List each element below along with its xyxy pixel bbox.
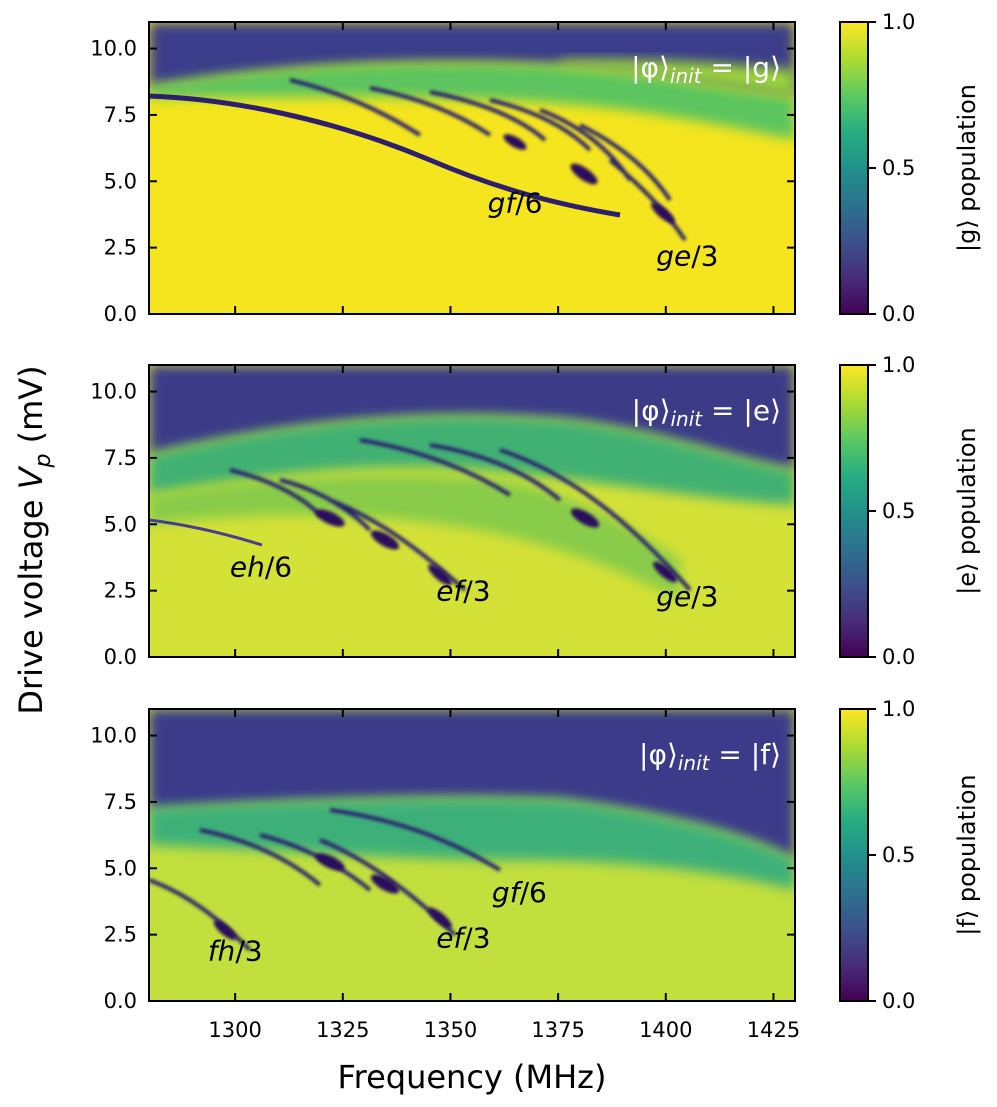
colorbar-tick-label-2-2: 1.0 [882,353,915,377]
resonance-dips-1 [503,134,675,224]
middle-band-2 [149,416,795,505]
transition-label-2-ge: ge/3 [656,580,718,613]
resonance-dips-3 [213,853,452,940]
resonance-dips-2 [315,508,677,586]
colorbar-2 [839,364,869,658]
y-tick-label-2-1: 2.5 [104,579,137,603]
x-tick-label-5: 1425 [747,1018,800,1042]
y-tick-label-2-3: 7.5 [104,446,137,470]
y-tick-label-1-1: 2.5 [104,236,137,260]
state-label-3: |φ⟩init = |f⟩ [639,738,781,775]
colorbar-tick-label-1-1: 0.5 [882,156,915,180]
colorbar-tick-label-1-2: 1.0 [882,10,915,34]
x-tick-label-1: 1325 [316,1018,369,1042]
colorbar-tick-label-2-1: 0.5 [882,499,915,523]
ionization-region-2 [149,365,795,470]
transition-label-2-eh: eh/6 [230,551,292,584]
colorbar-tick-label-3-2: 1.0 [882,697,915,721]
x-tick-label-2: 1350 [424,1018,477,1042]
state-label-2: |φ⟩init = |e⟩ [632,394,781,431]
colorbar-tick-label-3-1: 0.5 [882,843,915,867]
y-tick-label-2-2: 5.0 [104,512,137,536]
transition-label-3-gf: gf/6 [492,876,547,909]
y-tick-label-1-2: 5.0 [104,169,137,193]
ionization-region-3 [149,709,795,860]
y-tick-label-1-4: 10.0 [90,37,137,61]
y-tick-label-3-3: 7.5 [104,790,137,814]
y-tick-label-1-0: 0.0 [104,302,137,326]
transition-label-1-ge: ge/3 [656,240,718,273]
x-axis-title: Frequency (MHz) [338,1058,607,1096]
x-tick-label-4: 1400 [639,1018,692,1042]
y-axis-title: Drive voltage Vp (mV) [12,365,56,714]
resonance-lines-2 [229,438,692,592]
frame-1 [148,21,796,315]
colorbars: 0.0 0.5 1.0 |g⟩ population 0.0 0.5 1.0 |e⟩ popu… [839,10,981,1013]
ionization-region-1 [149,22,795,96]
transition-label-3-ef: ef/3 [436,921,490,954]
x-tick-label-0: 1300 [208,1018,261,1042]
frame-2 [148,364,796,658]
y-tick-label-2-4: 10.0 [90,380,137,404]
heatmap-1 [149,22,795,314]
colorbar-tick-label-3-0: 0.0 [882,989,915,1013]
panel-1 [148,21,796,315]
boundary-line-2 [149,518,263,547]
annotations: |φ⟩init = |g⟩ gf/6 ge/3 |φ⟩init = |e⟩ eh/6 ef… [208,51,781,968]
y-tick-label-3-4: 10.0 [90,724,137,748]
transition-label-3-fh: fh/3 [208,935,263,968]
colorbar-title-1: |g⟩ population [953,84,981,252]
heatmap-2 [149,365,795,657]
y-tick-label-3-1: 2.5 [104,923,137,947]
y-tick-label-2-0: 0.0 [104,645,137,669]
axis-ticks [149,22,795,1002]
colorbar-title-2: |e⟩ population [953,427,981,595]
heatmap-3 [149,709,795,1001]
colorbar-tick-label-1-0: 0.0 [882,302,915,326]
upper-band-1 [149,63,795,140]
frame-3 [148,708,796,1002]
bright-upper-right-1 [560,59,795,96]
y-tick-label-1-3: 7.5 [104,103,137,127]
panel-3 [148,708,796,1002]
lower-band-2 [149,475,680,600]
panel-2 [148,364,796,658]
state-label-1: |φ⟩init = |g⟩ [631,51,781,88]
colorbar-title-3: |f⟩ population [953,774,981,935]
transition-label-1-gf: gf/6 [488,187,543,220]
colorbar-3 [839,708,869,1002]
colorbar-tick-label-2-0: 0.0 [882,645,915,669]
boundary-line-1 [149,93,621,218]
resonance-lines-1 [289,78,687,242]
y-tick-label-3-2: 5.0 [104,856,137,880]
x-tick-label-3: 1375 [531,1018,584,1042]
transition-label-2-ef: ef/3 [436,575,490,608]
axis-labels: 0.0 2.5 5.0 7.5 10.0 0.0 2.5 5.0 7.5 10.0 0.0 2.5 5.… [90,37,800,1042]
middle-band-3 [149,798,795,890]
y-tick-label-3-0: 0.0 [104,989,137,1013]
colorbar-1 [839,21,869,315]
